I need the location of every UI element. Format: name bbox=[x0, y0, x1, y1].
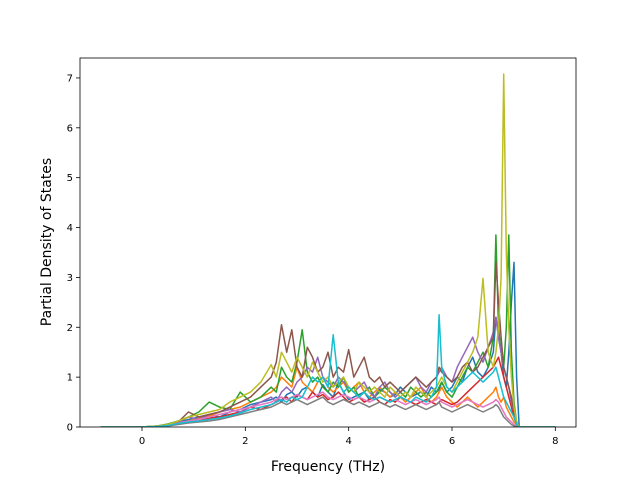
y-tick-label: 0 bbox=[67, 423, 73, 434]
axes-frame bbox=[79, 57, 577, 428]
series-line-1 bbox=[100, 261, 556, 427]
y-axis-label: Partial Density of States bbox=[39, 158, 55, 326]
y-tick-label: 5 bbox=[67, 173, 73, 184]
y-tick-label: 2 bbox=[67, 323, 73, 334]
y-axis-ticks: 0 1 2 3 4 5 6 7 bbox=[67, 73, 80, 434]
y-tick-label: 4 bbox=[67, 223, 73, 234]
x-axis-ticks: 0 2 4 6 8 bbox=[139, 427, 559, 447]
x-axis-label: Frequency (THz) bbox=[271, 459, 385, 475]
x-tick-label: 2 bbox=[242, 436, 248, 447]
y-tick-label: 1 bbox=[67, 373, 73, 384]
series-line-6 bbox=[100, 261, 556, 427]
x-tick-label: 8 bbox=[552, 436, 558, 447]
x-tick-label: 4 bbox=[345, 436, 351, 447]
series-layer bbox=[100, 73, 556, 427]
series-line-9 bbox=[100, 73, 556, 427]
y-tick-label: 6 bbox=[67, 123, 73, 134]
x-tick-label: 0 bbox=[139, 436, 145, 447]
plot-area bbox=[79, 57, 577, 428]
series-line-5 bbox=[100, 316, 556, 427]
y-tick-label: 7 bbox=[67, 73, 73, 84]
series-line-8 bbox=[100, 396, 556, 427]
x-tick-label: 6 bbox=[449, 436, 455, 447]
series-line-10 bbox=[100, 314, 556, 427]
y-tick-label: 3 bbox=[67, 273, 73, 284]
